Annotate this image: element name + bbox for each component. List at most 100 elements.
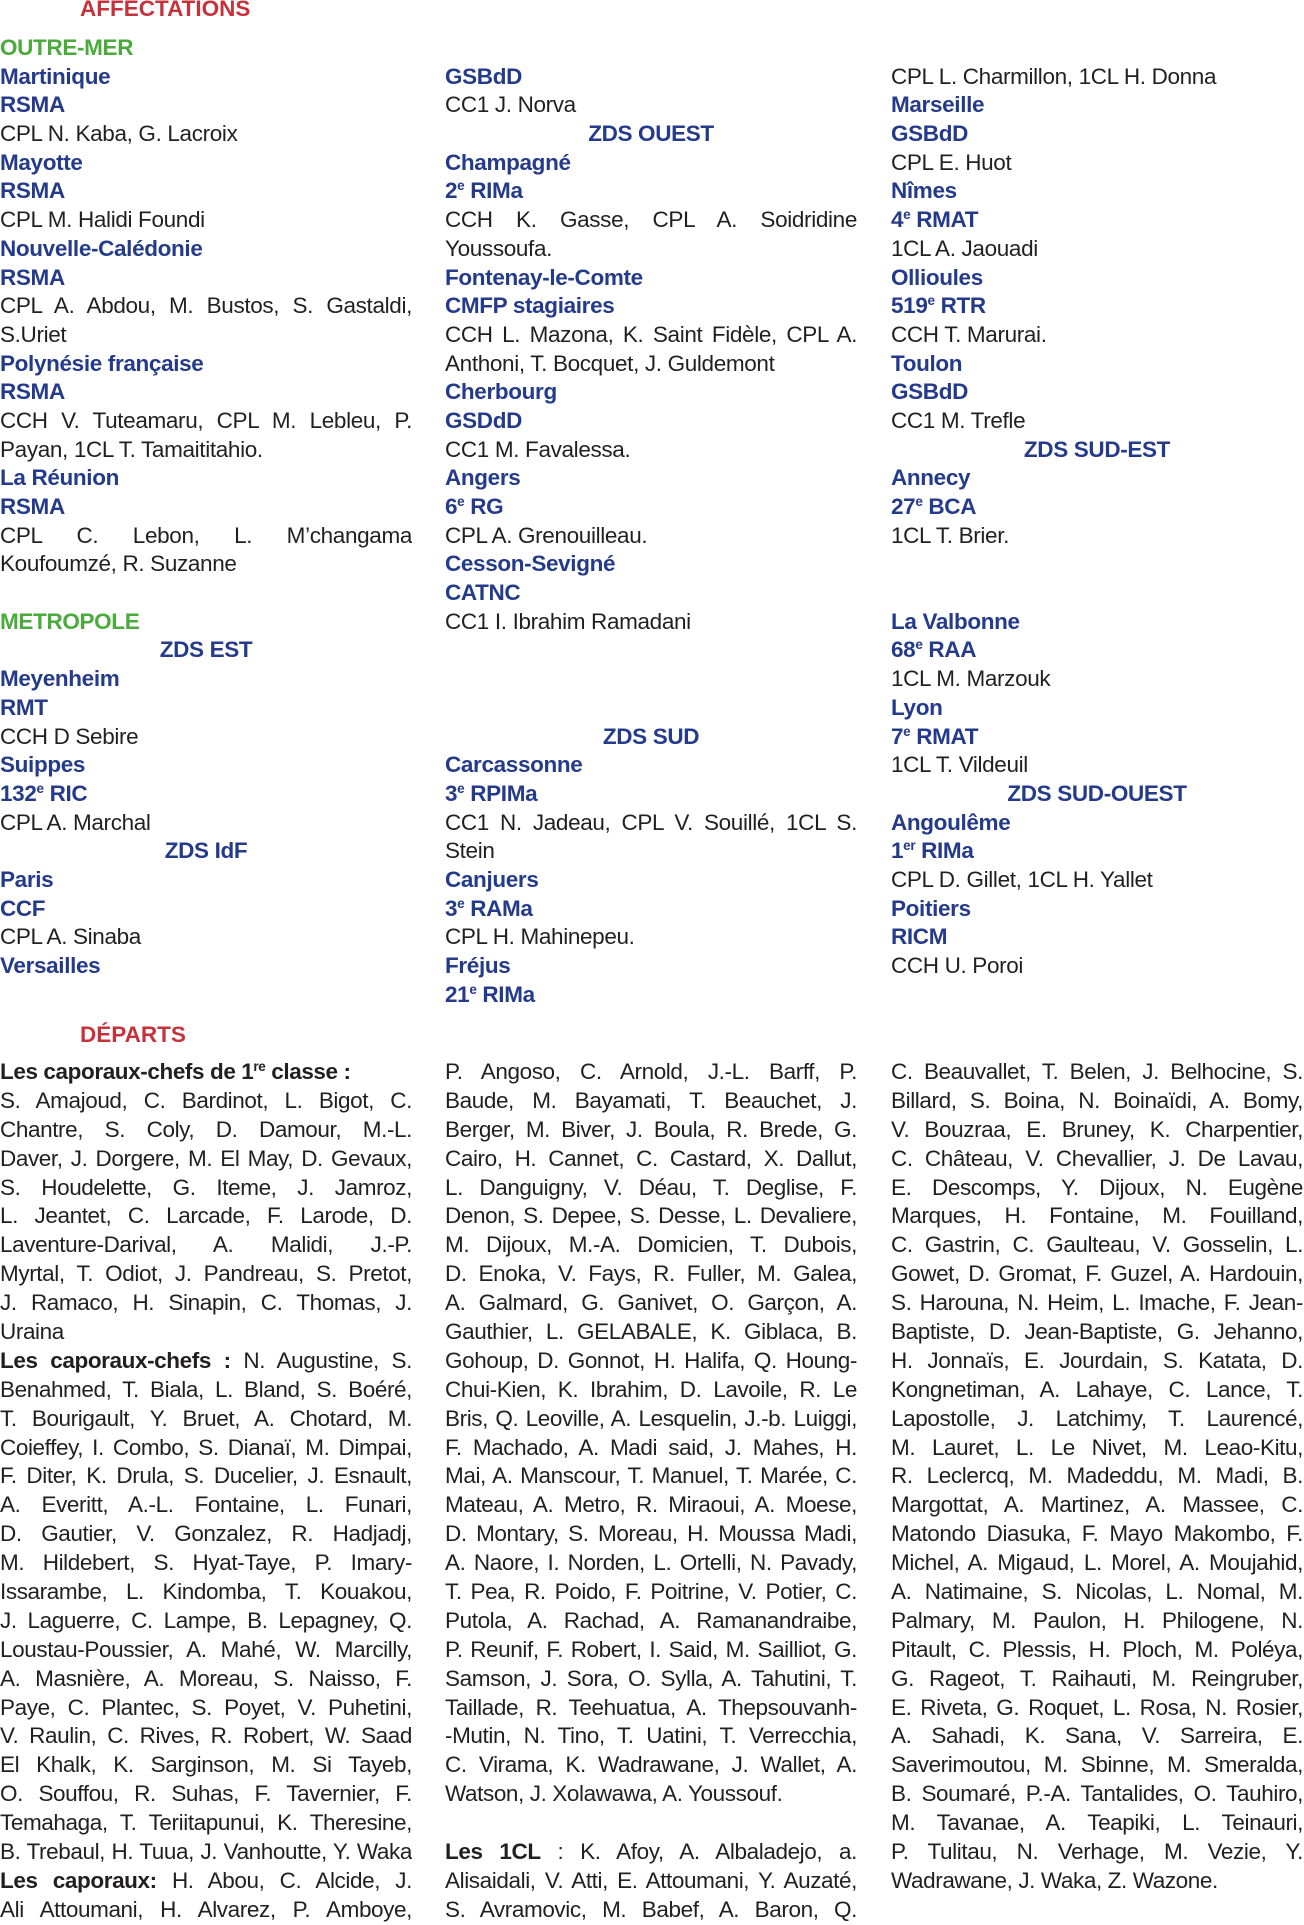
zone-heading: ZDS SUD-OUEST — [891, 780, 1303, 809]
text-span: Coieffey, I. Combo, S. Dianaï, M. Dimpai… — [0, 1434, 412, 1460]
text-span: Taillade, R. Teehuatua, A. Thepsouvanh- — [445, 1694, 857, 1720]
departs-column-3: C. Beauvallet, T. Belen, J. Belhocine, S… — [891, 1058, 1303, 1896]
text-span: RAA — [922, 637, 977, 663]
text-span: Chui-Kien, K. Ibrahim, D. Lavoile, R. Le — [445, 1376, 857, 1402]
names-line: Marques, H. Fontaine, M. Fouilland, — [891, 1202, 1303, 1231]
names-line: E. Descomps, Y. Dijoux, N. Eugène — [891, 1174, 1303, 1203]
text-span: CPL A. Sinaba — [0, 924, 141, 950]
rank-label: Les caporaux-chefs : — [0, 1348, 231, 1373]
text-span: Martinique — [0, 63, 111, 89]
text-span: Les caporaux-chefs de 1 — [0, 1059, 254, 1084]
text-span: Toulon — [891, 350, 963, 376]
names-line: Baptiste, D. Jean-Baptiste, G. Jehanno, — [891, 1318, 1303, 1347]
names-line: Mai, A. Manscour, T. Manuel, T. Marée, C… — [445, 1462, 857, 1491]
text-span: M. Lauret, L. Le Nivet, M. Leao-Kitu, — [891, 1434, 1303, 1460]
text-span: BCA — [922, 494, 977, 519]
text-span: N. Augustine, S. — [230, 1347, 412, 1373]
names-line: P. Tulitau, N. Verhage, M. Vezie, Y. — [891, 1838, 1303, 1867]
unit-heading: RSMA — [0, 91, 412, 120]
text-span: Paris — [0, 866, 54, 892]
names-line: M. Dijoux, M.-A. Domicien, T. Dubois, — [445, 1231, 857, 1260]
ordinal-superscript: e — [457, 895, 465, 911]
text-span: R. Leclercq, M. Madeddu, M. Madi, B. — [891, 1463, 1303, 1489]
unit-heading: 1er RIMa — [891, 837, 1303, 866]
text-span: Poitiers — [891, 895, 971, 921]
unit-heading: Fontenay-le-Comte — [445, 264, 857, 293]
unit-heading: Cesson-Sevigné — [445, 550, 857, 579]
names-line: Daver, J. Dorgere, M. El May, D. Gevaux, — [0, 1145, 412, 1174]
text-span: H. Jonnaïs, E. Jourdain, S. Katata, D. — [891, 1347, 1303, 1373]
text-span: CCH T. Marurai. — [891, 321, 1047, 347]
names-line: Bris, Q. Leoville, A. Lesquelin, J.-b. L… — [445, 1405, 857, 1434]
text-span: Meyenheim — [0, 666, 120, 692]
blank-line — [445, 694, 857, 723]
unit-heading: Annecy — [891, 464, 1303, 493]
names-line: T. Pea, R. Poido, F. Poitrine, V. Potier… — [445, 1578, 857, 1607]
text-span: CPL A. Abdou, M. Bustos, S. Gastaldi, — [0, 293, 412, 319]
personnel-line: CC1 N. Jadeau, CPL V. Souillé, 1CL S. — [445, 809, 857, 838]
zone-heading: ZDS SUD-EST — [891, 436, 1303, 465]
text-span: T. Pea, R. Poido, F. Poitrine, V. Potier… — [445, 1579, 857, 1605]
text-span: 1CL M. Marzouk — [891, 666, 1051, 692]
text-span: Myrtal, T. Odiot, J. Pandreau, S. Pretot… — [0, 1261, 412, 1287]
text-span: Temahaga, T. Teriitapunui, K. Theresine, — [0, 1810, 412, 1836]
text-span: P. Tulitau, N. Verhage, M. Vezie, Y. — [891, 1839, 1303, 1865]
unit-heading: Martinique — [0, 63, 412, 92]
names-line: Mateau, A. Metro, R. Miraoui, A. Moese, — [445, 1491, 857, 1520]
text-span: Kongnetiman, A. Lahaye, C. Lance, T. — [891, 1376, 1303, 1402]
text-span: A. Sahadi, K. Sana, V. Sarreira, E. — [891, 1723, 1303, 1749]
text-span: Marques, H. Fontaine, M. Fouilland, — [891, 1203, 1303, 1229]
text-span: Laventure-Darival, A. Malidi, J.-P. — [0, 1232, 412, 1258]
personnel-line: CCH D Sebire — [0, 723, 412, 752]
text-span: Carcassonne — [445, 752, 583, 778]
names-line: V. Raulin, C. Rives, R. Robert, W. Saad — [0, 1722, 412, 1751]
text-span: RSMA — [0, 264, 65, 290]
text-span: Uraina — [0, 1319, 64, 1345]
text-span: F. Machado, A. Madi said, J. Mahes, H. — [445, 1434, 857, 1460]
text-span: Cairo, H. Cannet, C. Castard, X. Dallut, — [445, 1145, 857, 1171]
names-line: J. Laguerre, C. Lampe, B. Lepagney, Q. — [0, 1607, 412, 1636]
names-line: Berger, M. Biver, J. Boula, R. Brede, G. — [445, 1116, 857, 1145]
names-line: B. Trebaul, H. Tuua, J. Vanhoutte, Y. Wa… — [0, 1838, 412, 1867]
text-span: Koufoumzé, R. Suzanne — [0, 551, 237, 577]
rank-heading-line: Les caporaux-chefs : N. Augustine, S. — [0, 1347, 412, 1376]
personnel-line: CC1 J. Norva — [445, 91, 857, 120]
text-span: Annecy — [891, 465, 971, 491]
text-span: 27 — [891, 494, 916, 519]
affectations-column-1: OUTRE-MER Martinique RSMA CPL N. Kaba, G. L… — [0, 34, 412, 981]
personnel-line: Anthoni, T. Bocquet, J. Guldemont — [445, 350, 857, 379]
text-span: Baptiste, D. Jean-Baptiste, G. Jehanno, — [891, 1319, 1303, 1345]
text-span: RMT — [0, 694, 48, 720]
text-span: classe : — [265, 1059, 351, 1084]
text-span: Lyon — [891, 694, 943, 720]
unit-heading: Suippes — [0, 751, 412, 780]
text-span: RMAT — [910, 723, 979, 749]
names-line: Michel, A. Migaud, L. Morel, A. Moujahid… — [891, 1549, 1303, 1578]
personnel-line: CPL C. Lebon, L. M’changama — [0, 522, 412, 551]
names-line: Temahaga, T. Teriitapunui, K. Theresine, — [0, 1809, 412, 1838]
names-line: L. Danguigny, V. Déau, T. Deglise, F. — [445, 1174, 857, 1203]
text-span: Matondo Diasuka, F. Mayo Makombo, F. — [891, 1521, 1303, 1547]
text-span: Les 1CL — [445, 1839, 541, 1865]
text-span: S. Harouna, N. Heim, L. Imache, F. Jean- — [891, 1290, 1303, 1316]
unit-heading: 68e RAA — [891, 636, 1303, 665]
text-span: ZDS IdF — [164, 838, 248, 864]
unit-heading: Meyenheim — [0, 665, 412, 694]
names-line: Loustau-Poussier, A. Mahé, W. Marcilly, — [0, 1636, 412, 1665]
text-span: CCF — [0, 895, 46, 921]
text-span: CATNC — [445, 580, 521, 606]
text-span: CC1 N. Jadeau, CPL V. Souillé, 1CL S. — [445, 809, 857, 835]
text-span: RIMa — [464, 178, 523, 204]
zone-heading: ZDS IdF — [0, 837, 412, 866]
names-line: Cairo, H. Cannet, C. Castard, X. Dallut, — [445, 1145, 857, 1174]
names-line: Paye, C. Plantec, S. Poyet, V. Puhetini, — [0, 1694, 412, 1723]
names-line: H. Jonnaïs, E. Jourdain, S. Katata, D. — [891, 1347, 1303, 1376]
text-span: RTR — [934, 293, 987, 319]
text-span: CPL N. Kaba, G. Lacroix — [0, 121, 238, 147]
text-span: Paye, C. Plantec, S. Poyet, V. Puhetini, — [0, 1694, 412, 1720]
rank-label: Les caporaux-chefs de 1re classe : — [0, 1059, 351, 1084]
ordinal-superscript: e — [903, 723, 911, 739]
unit-heading: Mayotte — [0, 149, 412, 178]
text-span: El Khalk, K. Sarginson, M. Si Tayeb, — [0, 1752, 412, 1778]
ordinal-superscript: e — [457, 493, 465, 509]
